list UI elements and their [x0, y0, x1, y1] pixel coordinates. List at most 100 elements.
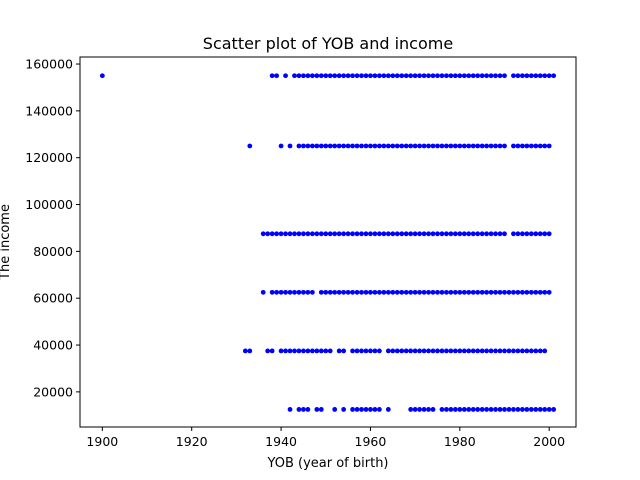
data-point	[542, 231, 548, 237]
data-point	[417, 143, 423, 149]
data-point	[274, 289, 280, 295]
data-point	[430, 231, 436, 237]
data-point	[287, 143, 293, 149]
data-point	[426, 73, 431, 79]
data-point	[551, 407, 557, 412]
data-point	[479, 143, 485, 149]
data-point	[426, 231, 431, 237]
data-point	[385, 231, 391, 237]
y-tick-label: 100000	[25, 197, 73, 212]
data-point	[493, 407, 498, 412]
data-point	[542, 143, 548, 149]
data-point	[466, 231, 472, 237]
data-point	[368, 231, 373, 237]
data-point	[278, 289, 284, 295]
data-point	[363, 348, 369, 354]
data-point	[336, 289, 342, 295]
data-point	[484, 289, 490, 295]
data-point	[283, 73, 288, 79]
data-point	[394, 348, 400, 354]
data-point	[461, 231, 467, 237]
data-point	[470, 289, 476, 295]
data-point	[479, 73, 485, 79]
data-point	[323, 73, 329, 79]
data-point	[372, 143, 378, 149]
data-point	[323, 143, 329, 149]
data-point	[452, 231, 458, 237]
data-point	[390, 231, 396, 237]
data-point	[341, 407, 347, 412]
data-point	[537, 289, 543, 295]
data-point	[345, 73, 351, 79]
data-point	[551, 73, 557, 79]
data-point	[381, 73, 387, 79]
data-point	[301, 289, 306, 295]
data-point	[318, 407, 324, 412]
x-tick-label: 1940	[265, 434, 297, 449]
data-point	[394, 143, 400, 149]
data-point	[542, 289, 548, 295]
data-point	[479, 348, 485, 354]
data-point	[283, 289, 288, 295]
data-point	[345, 143, 351, 149]
data-point	[296, 289, 302, 295]
y-tick-label: 20000	[33, 384, 73, 399]
x-axis-label: YOB (year of birth)	[267, 456, 389, 471]
data-point	[269, 289, 275, 295]
data-point	[318, 73, 324, 79]
data-point	[475, 348, 481, 354]
data-point	[528, 407, 534, 412]
data-point	[519, 289, 525, 295]
data-point	[484, 231, 490, 237]
data-point	[546, 289, 552, 295]
data-point	[301, 73, 306, 79]
data-point	[412, 73, 418, 79]
data-point	[502, 231, 507, 237]
data-point	[372, 348, 378, 354]
data-point	[511, 143, 516, 149]
data-point	[484, 407, 490, 412]
data-point	[417, 231, 423, 237]
data-point	[394, 231, 400, 237]
data-point	[301, 143, 306, 149]
data-point	[493, 348, 498, 354]
data-point	[323, 231, 329, 237]
data-point	[399, 348, 405, 354]
data-point	[515, 73, 521, 79]
data-point	[247, 348, 253, 354]
data-point	[515, 289, 521, 295]
data-point	[524, 231, 530, 237]
data-point	[341, 348, 347, 354]
data-point	[506, 289, 512, 295]
data-point	[318, 143, 324, 149]
data-point	[506, 407, 512, 412]
data-point	[475, 231, 481, 237]
data-point	[381, 143, 387, 149]
data-point	[475, 407, 481, 412]
data-point	[408, 231, 414, 237]
data-point	[403, 289, 409, 295]
data-point	[327, 231, 333, 237]
data-point	[332, 73, 338, 79]
data-point	[444, 73, 449, 79]
data-point	[452, 407, 458, 412]
data-point	[488, 348, 494, 354]
data-point	[408, 73, 414, 79]
data-point	[524, 73, 530, 79]
data-point	[376, 231, 382, 237]
data-point	[412, 407, 418, 412]
data-point	[390, 143, 396, 149]
data-point	[385, 73, 391, 79]
data-point	[305, 407, 311, 412]
data-point	[466, 143, 472, 149]
data-point	[439, 348, 445, 354]
x-axis-ticks: 1900 1920 1940 1960 1980 2000	[86, 427, 565, 449]
data-point	[363, 73, 369, 79]
data-point	[421, 407, 427, 412]
data-point	[546, 143, 552, 149]
data-point	[457, 348, 463, 354]
y-axis-ticks: 20000 40000 60000 80000 100000 120000 140000 16…	[25, 57, 80, 399]
data-point	[323, 348, 329, 354]
data-point	[430, 348, 436, 354]
data-point	[524, 348, 530, 354]
